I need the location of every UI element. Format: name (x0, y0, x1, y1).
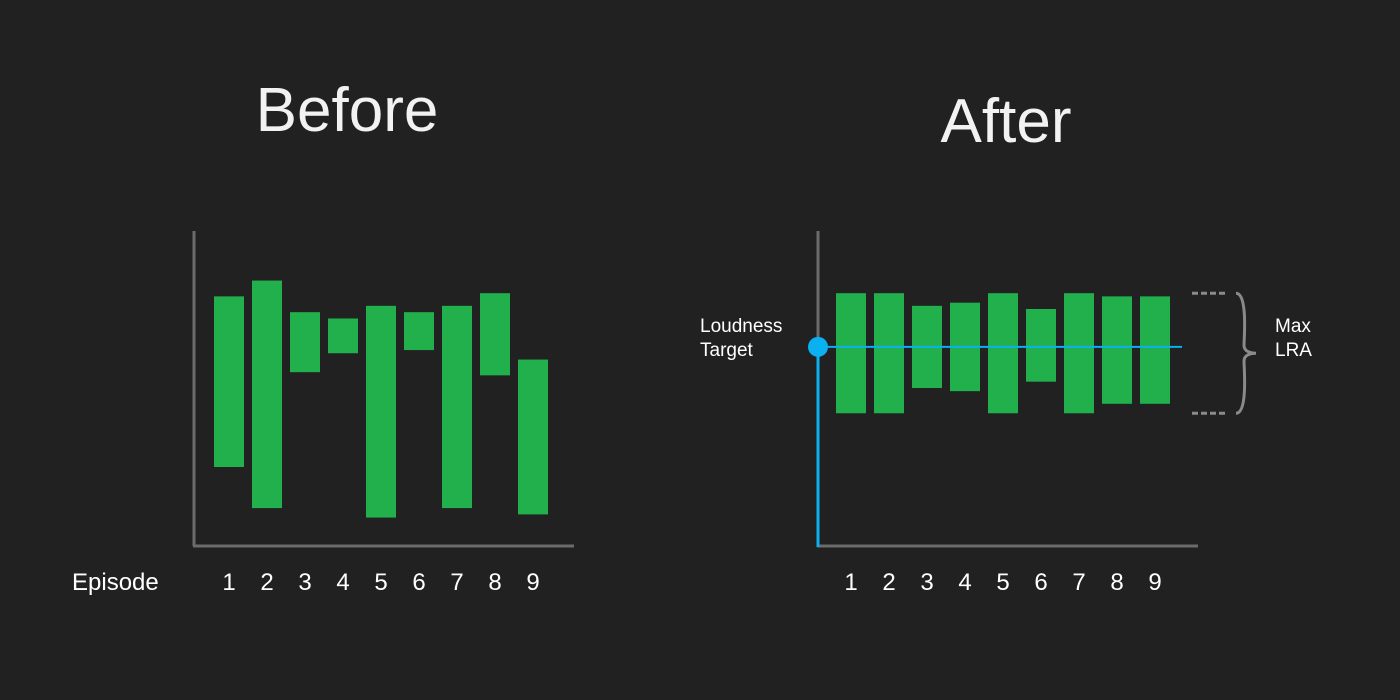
before-bar-episode-5 (366, 305, 396, 518)
after-tick-label-9: 9 (1148, 569, 1161, 596)
before-tick-label-5: 5 (374, 569, 387, 596)
loudness-target-label-line-1: Loudness (700, 316, 782, 337)
before-bar-episode-8 (480, 293, 510, 376)
loudness-target-label-line-2: Target (700, 340, 754, 361)
max-lra-label: Max LRA (1275, 316, 1316, 361)
max-lra-brace (1235, 291, 1257, 415)
max-lra-label-line-2: LRA (1275, 340, 1312, 361)
after-tick-label-2: 2 (882, 569, 895, 596)
before-tick-label-1: 1 (222, 569, 235, 596)
before-tick-label-2: 2 (260, 569, 273, 596)
after-bar-episode-9 (1140, 296, 1170, 404)
after-tick-label-8: 8 (1110, 569, 1123, 596)
before-tick-label-3: 3 (298, 569, 311, 596)
after-tick-label-6: 6 (1034, 569, 1047, 596)
after-bars (836, 293, 1170, 414)
after-tick-label-4: 4 (958, 569, 971, 596)
loudness-target-label: Loudness Target (700, 316, 788, 361)
loudness-target-marker (808, 336, 1182, 547)
after-tick-label-7: 7 (1072, 569, 1085, 596)
before-bar-episode-4 (328, 318, 358, 354)
after-tick-label-5: 5 (996, 569, 1009, 596)
after-bar-episode-1 (836, 293, 866, 414)
before-bar-episode-6 (404, 312, 434, 351)
before-bar-episode-7 (442, 305, 472, 509)
after-bar-episode-6 (1026, 309, 1056, 382)
before-chart-title: Before (256, 76, 439, 145)
after-bar-episode-7 (1064, 293, 1094, 414)
before-tick-label-8: 8 (488, 569, 501, 596)
before-bars (214, 280, 548, 518)
after-bar-episode-8 (1102, 296, 1132, 404)
after-bar-episode-5 (988, 293, 1018, 414)
after-tick-label-3: 3 (920, 569, 933, 596)
before-tick-label-9: 9 (526, 569, 539, 596)
before-tick-label-6: 6 (412, 569, 425, 596)
max-lra-bracket (1192, 291, 1257, 415)
after-bar-episode-2 (874, 293, 904, 414)
loudness-target-dot (808, 336, 828, 357)
before-x-axis-label: Episode (72, 569, 159, 596)
max-lra-label-line-1: Max (1275, 316, 1311, 337)
before-bar-episode-1 (214, 296, 244, 467)
before-tick-label-4: 4 (336, 569, 349, 596)
before-tick-label-7: 7 (450, 569, 463, 596)
before-bar-episode-2 (252, 280, 282, 509)
after-tick-label-1: 1 (844, 569, 857, 596)
before-bar-episode-3 (290, 312, 320, 373)
before-bar-episode-9 (518, 359, 548, 515)
after-chart-title: After (941, 87, 1072, 156)
